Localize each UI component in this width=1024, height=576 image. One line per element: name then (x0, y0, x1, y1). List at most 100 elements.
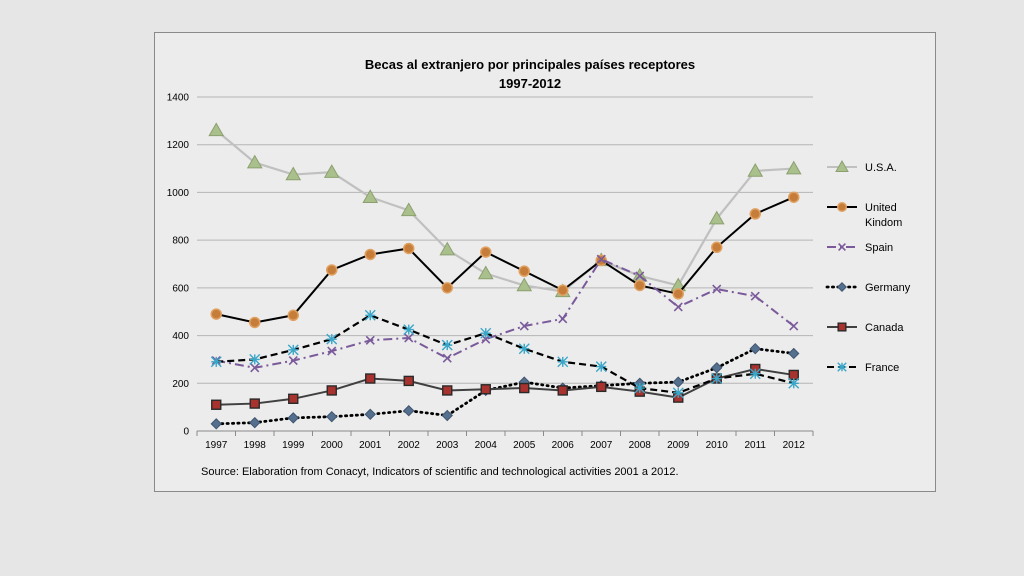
data-point (477, 265, 494, 280)
data-point (288, 393, 299, 404)
data-point (480, 384, 491, 395)
legend-label: Germany (865, 282, 911, 294)
legend-item: Canada (827, 322, 904, 334)
series-line (215, 129, 794, 293)
legend-item: U.S.A. (827, 160, 897, 174)
data-point (711, 373, 723, 385)
data-point (249, 353, 261, 365)
data-point (250, 363, 260, 373)
data-point (441, 282, 453, 294)
x-tick-label: 2012 (783, 440, 806, 451)
data-point (326, 264, 338, 276)
data-point (480, 246, 492, 258)
line-chart: Becas al extranjero por principales país… (167, 57, 911, 478)
legend-item: Germany (825, 282, 911, 294)
data-point (210, 308, 222, 320)
data-point (326, 333, 338, 345)
y-tick-label: 400 (172, 331, 189, 342)
data-point (596, 381, 607, 393)
data-point (518, 265, 530, 277)
data-point (634, 382, 646, 394)
data-point (749, 368, 761, 380)
data-point (634, 279, 646, 292)
source-note: Source: Elaboration from Conacyt, Indica… (201, 466, 679, 478)
series-spain (211, 254, 799, 373)
legend-label: United Kindom (865, 202, 902, 229)
x-tick-label: 2011 (744, 440, 766, 451)
legend-label: U.S.A. (865, 162, 897, 174)
data-point (287, 309, 299, 322)
data-point (364, 309, 376, 321)
legend-item: United Kindom (827, 202, 902, 229)
series-line (216, 367, 794, 406)
x-tick-label: 2004 (475, 440, 498, 451)
data-point (210, 356, 222, 368)
data-point (249, 416, 261, 429)
data-point (208, 122, 225, 137)
data-point (785, 160, 802, 175)
data-point (837, 282, 847, 292)
axes: 0 200 400 600 800 1000 1200 1400 1997 1998 1999 200… (167, 93, 814, 451)
data-point (249, 398, 260, 409)
x-tick-label: 2008 (629, 440, 652, 451)
data-point (788, 191, 800, 203)
y-tick-label: 1000 (167, 188, 190, 199)
data-point (672, 376, 684, 388)
data-point (441, 339, 453, 351)
data-point (558, 314, 568, 324)
data-point (712, 284, 722, 294)
series-line (216, 257, 795, 369)
data-point (403, 242, 415, 255)
data-point (516, 277, 533, 292)
x-tick-label: 2010 (706, 440, 729, 451)
legend-item: France (827, 362, 899, 374)
chart-subtitle: 1997-2012 (499, 76, 561, 91)
series-germany (210, 342, 800, 430)
data-point (323, 164, 340, 178)
data-point (837, 322, 847, 332)
data-point (287, 412, 299, 424)
data-point (246, 154, 263, 169)
data-point (287, 344, 299, 356)
data-point (672, 288, 684, 300)
data-point (211, 399, 222, 410)
data-point (249, 316, 261, 329)
data-point (788, 369, 799, 381)
legend: U.S.A. United Kindom Spain Germany Canada Fran… (825, 160, 911, 374)
data-point (210, 418, 222, 430)
data-point (326, 410, 338, 423)
data-point (480, 327, 492, 339)
data-point (749, 208, 761, 220)
series-line (216, 314, 795, 394)
data-point (519, 321, 529, 331)
legend-item: Spain (827, 242, 893, 254)
series-line (214, 347, 796, 426)
data-point (750, 291, 760, 301)
data-point (400, 202, 417, 217)
data-point (708, 210, 725, 225)
data-point (365, 373, 376, 384)
y-tick-label: 1200 (167, 140, 190, 151)
x-tick-label: 2001 (359, 440, 382, 451)
series-u-s-a- (208, 122, 802, 298)
data-point (749, 342, 761, 355)
data-point (557, 356, 569, 368)
data-point (441, 409, 453, 422)
data-point (788, 347, 800, 360)
data-point (835, 160, 849, 172)
series-france (210, 309, 800, 399)
data-point (439, 241, 456, 256)
chart-frame: Becas al extranjero por principales país… (154, 32, 936, 492)
y-tick-label: 600 (172, 283, 189, 294)
y-tick-label: 0 (183, 427, 189, 438)
x-tick-label: 1999 (282, 440, 305, 451)
data-point (404, 333, 414, 343)
legend-label: Canada (865, 322, 904, 334)
data-point (519, 382, 530, 394)
data-point (442, 385, 453, 396)
legend-label: France (865, 362, 899, 374)
data-point (557, 284, 569, 296)
data-point (673, 302, 683, 312)
data-point (557, 385, 568, 396)
data-point (595, 361, 607, 373)
